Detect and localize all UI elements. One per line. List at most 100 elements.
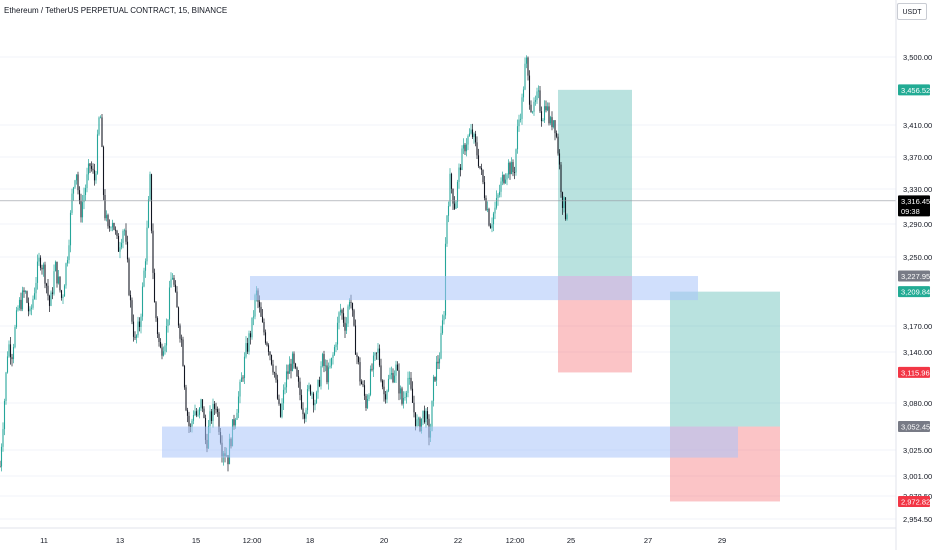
candle xyxy=(236,408,238,420)
price-badge-entry: 3,227.95 xyxy=(898,270,930,282)
candle xyxy=(326,359,328,385)
candle xyxy=(264,329,267,345)
candle xyxy=(525,55,528,69)
price-badge-entry: 3,052.45 xyxy=(898,421,930,433)
candle xyxy=(528,70,531,110)
candle xyxy=(516,119,519,154)
candle xyxy=(180,334,183,347)
candle xyxy=(468,128,471,137)
candle xyxy=(540,106,543,127)
candle xyxy=(284,382,286,395)
position-2-target-zone[interactable] xyxy=(670,291,780,427)
candle xyxy=(120,238,123,250)
candle xyxy=(156,316,159,339)
candle xyxy=(321,352,324,368)
candle xyxy=(494,201,496,220)
candle xyxy=(314,399,316,411)
price-badge-target: 3,456.52 xyxy=(898,84,930,96)
candle xyxy=(78,186,81,205)
candle xyxy=(248,330,250,355)
candle xyxy=(443,310,445,325)
candle xyxy=(86,167,88,193)
price-badge-label: 3,115.96 xyxy=(901,368,930,377)
candle xyxy=(524,57,526,91)
price-tick-label: 3,410.00 xyxy=(903,121,932,130)
candle xyxy=(83,187,85,210)
candle xyxy=(147,196,150,229)
upper-demand-zone[interactable] xyxy=(250,276,698,301)
candle xyxy=(32,295,34,310)
candle xyxy=(152,223,154,280)
candle xyxy=(491,217,493,233)
time-tick-label: 13 xyxy=(116,536,124,545)
candle xyxy=(108,219,111,232)
currency-button[interactable]: USDT xyxy=(897,3,927,20)
candle xyxy=(329,358,331,369)
candle xyxy=(71,188,73,215)
candle xyxy=(62,294,64,305)
candle xyxy=(489,223,492,229)
candle xyxy=(246,337,249,354)
candle xyxy=(360,379,363,385)
price-badge-stop: 3,115.96 xyxy=(898,366,930,378)
candle xyxy=(300,389,303,410)
candle xyxy=(288,356,291,374)
candle xyxy=(384,391,387,404)
candle xyxy=(455,200,457,209)
candle xyxy=(290,358,292,379)
candle xyxy=(309,384,312,396)
candle xyxy=(297,369,300,388)
candle xyxy=(21,286,24,312)
candle xyxy=(102,145,105,201)
candle xyxy=(324,359,327,372)
candle xyxy=(153,268,156,303)
candle xyxy=(563,196,565,213)
candle xyxy=(539,85,541,114)
candle xyxy=(291,351,294,372)
candle xyxy=(273,371,276,378)
candle xyxy=(53,264,55,296)
candle xyxy=(269,351,271,361)
position-zones xyxy=(558,89,780,502)
candle xyxy=(296,366,298,378)
candle xyxy=(387,374,390,393)
candle xyxy=(107,213,109,229)
candle xyxy=(393,370,396,383)
price-tick-label: 3,250.00 xyxy=(903,253,932,262)
candle xyxy=(501,171,504,186)
candle xyxy=(509,161,511,180)
candle xyxy=(159,338,162,349)
time-axis[interactable]: 11 13 15 12:00 18 20 22 12:00 25 27 29 xyxy=(40,536,726,545)
candle xyxy=(57,270,60,285)
candle xyxy=(474,130,477,147)
candle xyxy=(452,188,454,211)
lower-demand-zone[interactable] xyxy=(162,426,738,458)
candle xyxy=(320,361,322,390)
candle xyxy=(171,273,174,280)
candle xyxy=(126,235,129,263)
candle xyxy=(348,298,351,310)
candle xyxy=(471,123,474,140)
candle xyxy=(299,377,301,401)
candle xyxy=(0,443,3,472)
candle xyxy=(425,408,427,428)
candle xyxy=(302,402,304,420)
candle xyxy=(389,367,391,380)
candle xyxy=(69,210,72,253)
candle xyxy=(311,391,313,399)
zone-overlays xyxy=(162,276,738,458)
candle xyxy=(561,191,564,215)
candle xyxy=(449,168,451,207)
candle xyxy=(354,319,357,355)
candle xyxy=(168,280,171,326)
candle xyxy=(261,309,264,323)
position-1-target-zone[interactable] xyxy=(558,89,632,277)
candle xyxy=(5,371,7,405)
candle xyxy=(327,362,330,390)
candle xyxy=(164,343,166,355)
candle xyxy=(558,149,561,170)
candle xyxy=(371,363,373,372)
candle xyxy=(287,364,289,380)
candle xyxy=(518,114,520,132)
